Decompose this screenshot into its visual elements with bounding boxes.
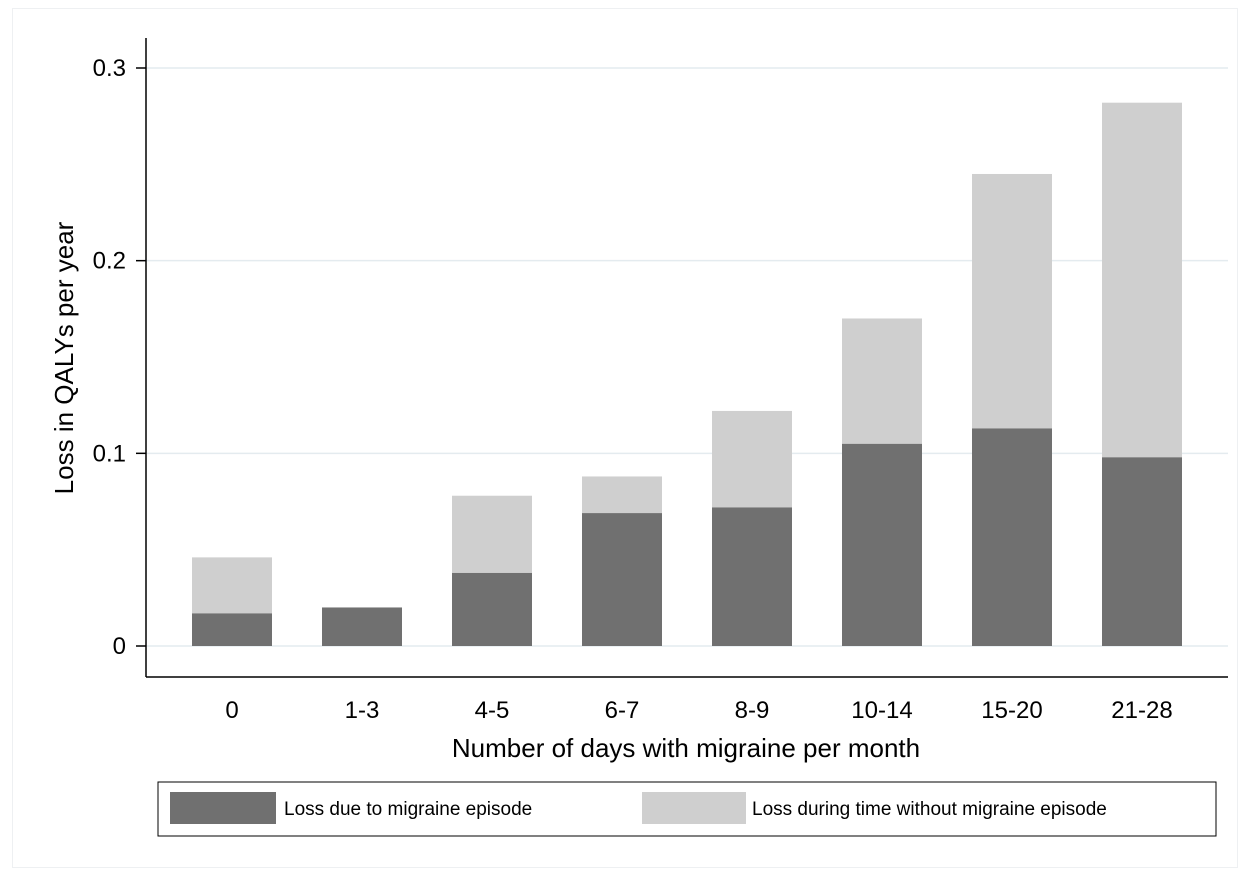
bar-1-3-series-0: [322, 607, 402, 646]
bar-15-20-series-1: [972, 173, 1052, 429]
bar-6-7-series-0: [582, 513, 662, 646]
y-tick-label-2: 0.2: [93, 248, 126, 275]
gridlines: [146, 67, 1228, 647]
x-tick-label-7: 21-28: [1111, 697, 1172, 724]
x-ticks: 0 1-3 4-5 6-7 8-9 10-14 15-20 21-28: [225, 697, 1172, 724]
bar-10-14-series-1: [842, 318, 922, 444]
chart-frame: [12, 8, 1238, 868]
bar-21-28-series-1: [1102, 102, 1182, 458]
bar-4-5-series-1: [452, 495, 532, 573]
x-tick-label-5: 10-14: [851, 697, 912, 724]
x-tick-label-3: 6-7: [605, 697, 640, 724]
bar-10-14-series-0: [842, 443, 922, 646]
axes: [145, 38, 1228, 678]
bars: [192, 102, 1182, 646]
y-tick-label-3: 0.3: [93, 55, 126, 82]
x-tick-label-4: 8-9: [735, 697, 770, 724]
x-axis-title: Number of days with migraine per month: [452, 733, 920, 763]
bar-8-9-series-1: [712, 410, 792, 508]
bar-21-28-series-0: [1102, 457, 1182, 646]
legend-label-episode: Loss due to migraine episode: [284, 799, 532, 820]
bar-6-7-series-1: [582, 476, 662, 514]
x-tick-label-2: 4-5: [475, 697, 510, 724]
legend-swatch-without-episode: [642, 792, 746, 824]
bar-0-series-0: [192, 613, 272, 646]
x-tick-label-0: 0: [225, 697, 238, 724]
legend-label-without-episode: Loss during time without migraine episod…: [752, 799, 1107, 820]
legend-swatch-episode: [170, 792, 276, 824]
legend: Loss due to migraine episode Loss during…: [157, 781, 1217, 837]
bar-0-series-1: [192, 557, 272, 614]
y-tick-label-0: 0: [113, 633, 126, 660]
y-tick-label-1: 0.1: [93, 440, 126, 467]
bar-4-5-series-0: [452, 572, 532, 646]
y-ticks: 0 0.1 0.2 0.3: [93, 55, 146, 660]
y-axis-title: Loss in QALYs per year: [49, 221, 79, 494]
bar-8-9-series-0: [712, 507, 792, 646]
x-tick-label-6: 15-20: [981, 697, 1042, 724]
x-tick-label-1: 1-3: [345, 697, 380, 724]
bar-15-20-series-0: [972, 428, 1052, 646]
